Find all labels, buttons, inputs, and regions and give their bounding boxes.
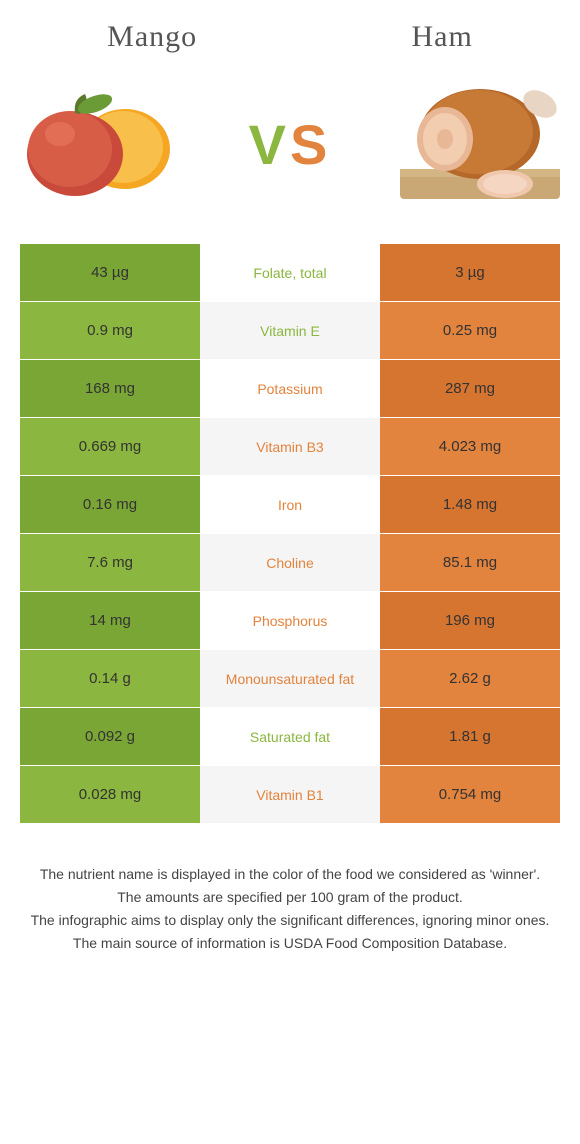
cell-nutrient-label: Vitamin B3 bbox=[200, 418, 380, 476]
table-row: 7.6 mgCholine85.1 mg bbox=[20, 534, 560, 592]
title-left: Mango bbox=[107, 20, 197, 54]
vs-label: VS bbox=[249, 112, 332, 177]
table-row: 43 µgFolate, total3 µg bbox=[20, 244, 560, 302]
images-row: VS bbox=[0, 64, 580, 244]
cell-nutrient-label: Iron bbox=[200, 476, 380, 534]
cell-nutrient-label: Potassium bbox=[200, 360, 380, 418]
cell-right-value: 4.023 mg bbox=[380, 418, 560, 476]
table-row: 0.16 mgIron1.48 mg bbox=[20, 476, 560, 534]
cell-left-value: 0.16 mg bbox=[20, 476, 200, 534]
table-row: 0.092 gSaturated fat1.81 g bbox=[20, 708, 560, 766]
table-row: 14 mgPhosphorus196 mg bbox=[20, 592, 560, 650]
footer-line-4: The main source of information is USDA F… bbox=[30, 933, 550, 954]
mango-image bbox=[10, 74, 190, 214]
cell-nutrient-label: Folate, total bbox=[200, 244, 380, 302]
cell-right-value: 1.81 g bbox=[380, 708, 560, 766]
footer-line-3: The infographic aims to display only the… bbox=[30, 910, 550, 931]
ham-image bbox=[390, 74, 570, 214]
cell-left-value: 0.028 mg bbox=[20, 766, 200, 824]
cell-nutrient-label: Vitamin E bbox=[200, 302, 380, 360]
comparison-table: 43 µgFolate, total3 µg0.9 mgVitamin E0.2… bbox=[20, 244, 560, 824]
cell-right-value: 196 mg bbox=[380, 592, 560, 650]
cell-left-value: 0.669 mg bbox=[20, 418, 200, 476]
cell-right-value: 1.48 mg bbox=[380, 476, 560, 534]
table-row: 0.14 gMonounsaturated fat2.62 g bbox=[20, 650, 560, 708]
table-row: 0.9 mgVitamin E0.25 mg bbox=[20, 302, 560, 360]
vs-s-letter: S bbox=[290, 113, 331, 176]
cell-right-value: 287 mg bbox=[380, 360, 560, 418]
cell-left-value: 0.9 mg bbox=[20, 302, 200, 360]
title-right: Ham bbox=[411, 20, 472, 54]
cell-right-value: 3 µg bbox=[380, 244, 560, 302]
vs-v-letter: V bbox=[249, 113, 290, 176]
cell-nutrient-label: Vitamin B1 bbox=[200, 766, 380, 824]
cell-right-value: 0.25 mg bbox=[380, 302, 560, 360]
cell-nutrient-label: Choline bbox=[200, 534, 380, 592]
cell-left-value: 0.14 g bbox=[20, 650, 200, 708]
cell-nutrient-label: Monounsaturated fat bbox=[200, 650, 380, 708]
footer-line-1: The nutrient name is displayed in the co… bbox=[30, 864, 550, 885]
cell-left-value: 168 mg bbox=[20, 360, 200, 418]
cell-left-value: 14 mg bbox=[20, 592, 200, 650]
cell-nutrient-label: Phosphorus bbox=[200, 592, 380, 650]
cell-left-value: 43 µg bbox=[20, 244, 200, 302]
cell-left-value: 7.6 mg bbox=[20, 534, 200, 592]
cell-nutrient-label: Saturated fat bbox=[200, 708, 380, 766]
cell-right-value: 85.1 mg bbox=[380, 534, 560, 592]
footer-line-2: The amounts are specified per 100 gram o… bbox=[30, 887, 550, 908]
table-row: 0.028 mgVitamin B10.754 mg bbox=[20, 766, 560, 824]
table-row: 0.669 mgVitamin B34.023 mg bbox=[20, 418, 560, 476]
table-row: 168 mgPotassium287 mg bbox=[20, 360, 560, 418]
cell-right-value: 0.754 mg bbox=[380, 766, 560, 824]
header: Mango Ham bbox=[0, 0, 580, 64]
cell-left-value: 0.092 g bbox=[20, 708, 200, 766]
cell-right-value: 2.62 g bbox=[380, 650, 560, 708]
footer-notes: The nutrient name is displayed in the co… bbox=[0, 824, 580, 954]
